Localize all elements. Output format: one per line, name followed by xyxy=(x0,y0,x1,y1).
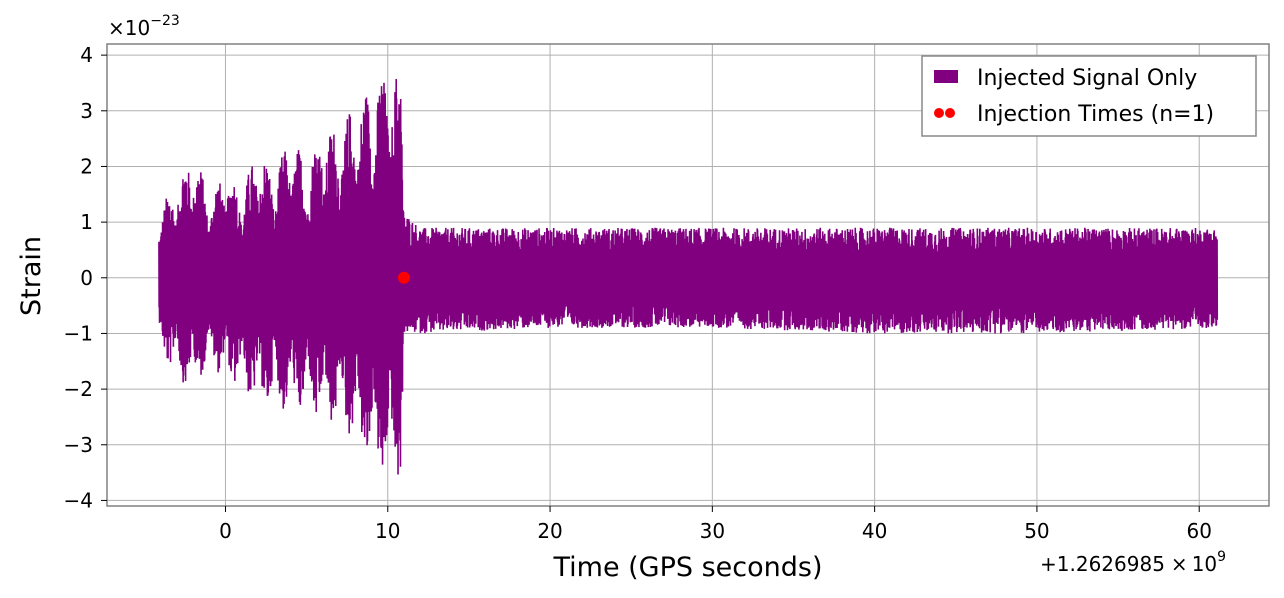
y-tick-label: 4 xyxy=(80,43,93,67)
y-tick-label: 3 xyxy=(80,99,93,123)
x-tick-label: 20 xyxy=(537,519,562,543)
legend-label-signal: Injected Signal Only xyxy=(977,66,1197,91)
legend-swatch-signal xyxy=(934,70,958,83)
x-axis-ticks: 0 10 20 30 40 50 60 xyxy=(219,506,1212,543)
plot-frame xyxy=(106,43,1270,507)
legend-box xyxy=(921,55,1257,137)
x-offset-exponent: 9 xyxy=(1217,549,1226,565)
y-tick-label: −1 xyxy=(64,321,93,345)
grid xyxy=(107,44,1269,506)
x-tick-label: 0 xyxy=(219,519,232,543)
injection-time-point xyxy=(397,271,410,284)
x-tick-label: 40 xyxy=(862,519,887,543)
plot-area xyxy=(106,43,1270,507)
y-scale-exponent: −23 xyxy=(150,13,180,29)
y-scale-multiplier: ×10−23 xyxy=(108,13,180,40)
y-tick-label: 0 xyxy=(80,266,93,290)
series-injected-signal-core xyxy=(158,182,1218,371)
x-offset-times: × xyxy=(1171,552,1188,576)
x-tick-label: 50 xyxy=(1024,519,1049,543)
series-layer xyxy=(158,79,1219,475)
legend-marker-injection-a xyxy=(934,108,944,118)
legend-marker-injection-b xyxy=(945,108,955,118)
legend-label-injection: Injection Times (n=1) xyxy=(977,102,1214,127)
y-tick-label: 2 xyxy=(80,154,93,178)
y-scale-power: 10 xyxy=(125,16,150,40)
y-scale-prefix: × xyxy=(108,16,125,40)
y-tick-label: −2 xyxy=(64,377,93,401)
x-tick-label: 10 xyxy=(375,519,400,543)
y-tick-label: −4 xyxy=(64,488,93,512)
x-offset-value: +1.2626985 xyxy=(1040,552,1165,576)
x-offset-label: +1.2626985 × 109 xyxy=(1040,549,1226,576)
x-offset-power: 10 xyxy=(1192,552,1217,576)
y-tick-label: −3 xyxy=(64,433,93,457)
legend: Injected Signal Only Injection Times (n=… xyxy=(921,55,1257,137)
y-axis-ticks: 4 3 2 1 0 −1 −2 −3 −4 xyxy=(64,43,107,512)
y-axis-label: Strain xyxy=(16,236,47,316)
x-tick-label: 30 xyxy=(700,519,725,543)
y-tick-label: 1 xyxy=(80,210,93,234)
x-tick-label: 60 xyxy=(1186,519,1211,543)
x-axis-label: Time (GPS seconds) xyxy=(552,552,822,583)
